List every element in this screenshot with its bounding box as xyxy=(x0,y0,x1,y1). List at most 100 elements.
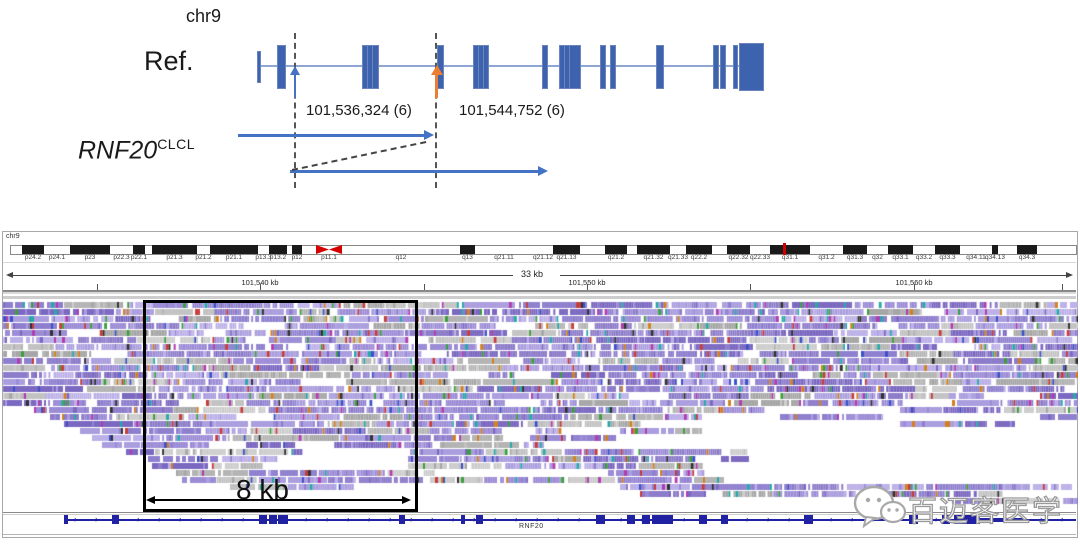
cytoband xyxy=(935,245,960,254)
gene-exon xyxy=(652,515,673,524)
cytoband xyxy=(210,245,258,254)
ruler-tick xyxy=(750,284,751,290)
cytoband-label: q21.12 xyxy=(533,254,553,261)
cytoband xyxy=(686,245,712,254)
cytoband xyxy=(22,245,44,254)
ruler-position-label: 101,550 kb xyxy=(568,278,606,287)
cytoband-label: p13.3 xyxy=(255,254,272,261)
cytoband xyxy=(460,245,475,254)
cytoband-label: q32 xyxy=(872,254,883,261)
reads-track[interactable] xyxy=(2,300,1078,506)
strand-arrow-icon: › xyxy=(683,513,686,524)
strand-arrow-icon: › xyxy=(368,513,371,524)
cytoband-label: q22.2 xyxy=(690,254,708,261)
ruler-tick xyxy=(914,284,915,290)
strand-arrow-icon: › xyxy=(158,513,161,524)
cytoband-label: q33.2 xyxy=(915,254,933,261)
cytoband xyxy=(888,245,913,254)
cytoband xyxy=(770,245,810,254)
watermark-text: 百迈客医学 xyxy=(907,495,1064,528)
cytoband xyxy=(133,245,145,254)
fusion-arrowhead-top-icon xyxy=(424,130,434,140)
gene-exon xyxy=(642,515,650,524)
cytoband-label: p23 xyxy=(84,254,96,261)
gene-exon xyxy=(64,515,68,524)
ruler-baseline xyxy=(3,290,1076,291)
alignment-track-header xyxy=(3,291,1076,299)
strand-arrow-icon: › xyxy=(746,513,749,524)
cytoband-label: q34.3 xyxy=(1018,254,1036,261)
cytoband-label: p21.3 xyxy=(166,254,183,261)
cytoband-label: q12 xyxy=(395,254,407,261)
reference-exon xyxy=(372,45,379,89)
gene-exon xyxy=(909,515,918,524)
breakpoint-dashed-line-right xyxy=(435,33,437,188)
cytoband-label: p11.1 xyxy=(321,254,337,261)
strand-arrow-icon: › xyxy=(1040,513,1043,524)
strand-arrow-icon: › xyxy=(515,513,518,524)
breakpoint-arrow-right xyxy=(435,74,438,98)
fusion-transcript-arrow-bottom xyxy=(290,170,540,173)
breakpoint-dashed-line-left xyxy=(294,33,296,188)
highlight-box xyxy=(143,300,418,512)
reference-exon xyxy=(720,45,726,89)
breakpoint-arrow-left xyxy=(294,74,296,98)
strand-arrow-icon: › xyxy=(851,513,854,524)
cytoband xyxy=(843,245,867,254)
reference-label: Ref. xyxy=(144,46,194,76)
gene-exon xyxy=(804,515,813,524)
fusion-transcript-arrow-top xyxy=(238,134,426,137)
breakpoint-arrowhead-right-icon xyxy=(431,65,443,75)
ruler-tick xyxy=(260,284,261,290)
strand-arrow-icon: › xyxy=(557,513,560,524)
position-marker xyxy=(783,243,786,255)
scale-arrow xyxy=(151,499,403,501)
strand-arrow-icon: › xyxy=(221,513,224,524)
cytoband-label: p24.1 xyxy=(48,254,66,261)
cytoband-label: q21.32 xyxy=(643,254,664,261)
track-separator xyxy=(3,262,1076,263)
strand-arrow-icon: › xyxy=(326,513,329,524)
cytoband xyxy=(1017,245,1037,254)
strand-arrow-icon: › xyxy=(389,513,392,524)
cytoband-label: p22.1 xyxy=(130,254,148,261)
reference-exon xyxy=(733,45,738,89)
ruler-tick xyxy=(97,284,98,290)
cytoband xyxy=(292,245,302,254)
cytoband-label: q21.33 xyxy=(668,254,688,261)
strand-arrow-icon: › xyxy=(74,513,77,524)
breakpoint-coordinate-right: 101,544,752 (6) xyxy=(459,102,565,119)
cytoband xyxy=(269,245,287,254)
strand-arrow-icon: › xyxy=(767,513,770,524)
breakpoint-coordinate-left: 101,536,324 (6) xyxy=(306,102,412,119)
strand-arrow-icon: › xyxy=(137,513,140,524)
ideogram-track[interactable] xyxy=(10,245,1077,255)
strand-arrow-icon: › xyxy=(179,513,182,524)
gene-exon xyxy=(627,515,635,524)
gene-line xyxy=(64,519,1076,521)
strand-arrow-icon: › xyxy=(305,513,308,524)
reference-exon xyxy=(483,45,489,89)
cytoband-label: q21.2 xyxy=(607,254,625,261)
reference-exon xyxy=(277,45,286,89)
strand-arrow-icon: › xyxy=(410,513,413,524)
cytoband-label: q33.1 xyxy=(892,254,909,261)
cytoband-label: q34.11 xyxy=(966,254,986,261)
breakpoint-arrowhead-left-icon xyxy=(290,66,300,75)
strand-arrow-icon: › xyxy=(536,513,539,524)
cytoband-label: q33.3 xyxy=(939,254,956,261)
cytoband-label: p21.1 xyxy=(225,254,243,261)
cytoband xyxy=(605,245,627,254)
gene-exon xyxy=(699,515,707,524)
gene-exon xyxy=(399,515,405,524)
cytoband-label: q21.13 xyxy=(556,254,577,261)
cytoband-label: q21.11 xyxy=(494,254,514,261)
strand-arrow-icon: › xyxy=(347,513,350,524)
ruler-position-label: 101,560 kb xyxy=(895,278,933,287)
cytoband-label: p24.2 xyxy=(24,254,42,261)
gene-exon xyxy=(461,515,465,524)
gene-exon xyxy=(980,517,1023,522)
gene-exon xyxy=(596,515,605,524)
gene-exon xyxy=(259,515,267,524)
